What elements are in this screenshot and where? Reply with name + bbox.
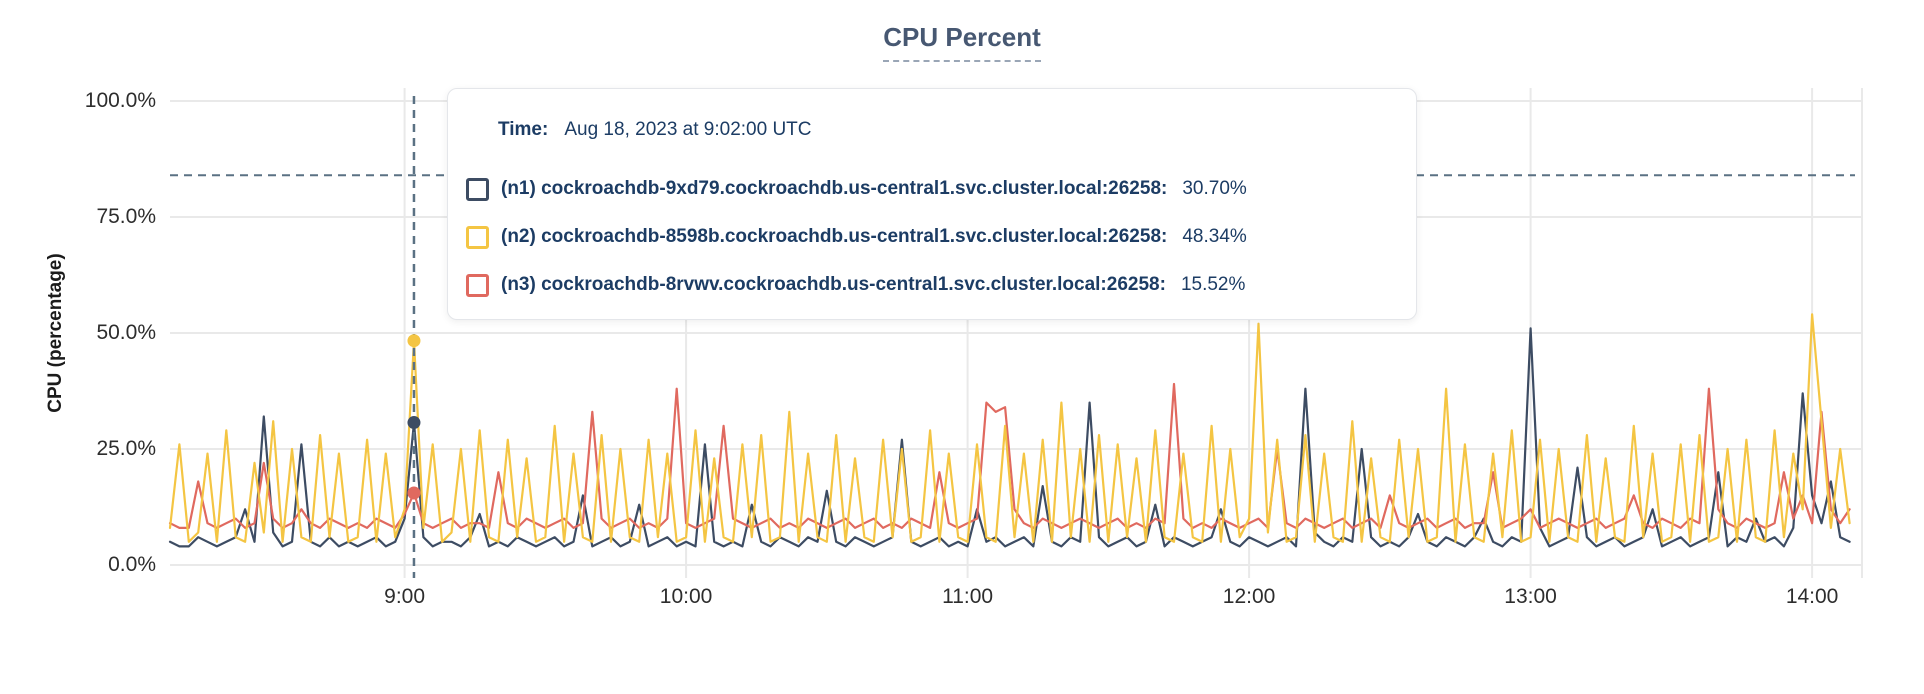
- tooltip-row-n3: (n3) cockroachdb-8rvwv.cockroachdb.us-ce…: [448, 261, 1416, 309]
- tooltip-time-row: Time: Aug 18, 2023 at 9:02:00 UTC: [498, 119, 1416, 141]
- x-tick-label: 12:00: [1222, 585, 1276, 608]
- x-tick-label: 11:00: [942, 585, 994, 608]
- y-tick-label: 75.0%: [96, 205, 156, 228]
- series-line-n2: [168, 313, 1851, 543]
- series-name: (n2) cockroachdb-8598b.cockroachdb.us-ce…: [501, 226, 1168, 247]
- hover-dot-n3: [407, 486, 421, 500]
- series-value: 30.70%: [1182, 178, 1247, 199]
- chart-title[interactable]: CPU Percent: [883, 22, 1041, 62]
- hover-dot-n1: [407, 416, 421, 430]
- chart-header: CPU Percent: [0, 22, 1924, 62]
- tooltip-row-n1: (n1) cockroachdb-9xd79.cockroachdb.us-ce…: [448, 165, 1416, 213]
- chart-tooltip: Time: Aug 18, 2023 at 9:02:00 UTC (n1) co…: [447, 88, 1417, 320]
- y-tick-label: 100.0%: [84, 89, 156, 112]
- series-value: 48.34%: [1182, 226, 1247, 247]
- y-tick-label: 25.0%: [96, 437, 156, 460]
- tooltip-row-n2: (n2) cockroachdb-8598b.cockroachdb.us-ce…: [448, 213, 1416, 261]
- y-tick-label: 50.0%: [96, 321, 156, 344]
- x-tick-label: 9:00: [384, 585, 426, 608]
- x-tick-label: 13:00: [1504, 585, 1557, 608]
- series-swatch-icon: [466, 177, 489, 201]
- series-swatch-icon: [466, 273, 489, 297]
- series-name: (n3) cockroachdb-8rvwv.cockroachdb.us-ce…: [501, 274, 1166, 295]
- series-swatch-icon: [466, 225, 489, 249]
- y-tick-label: 0.0%: [108, 553, 156, 576]
- tooltip-time-value: Aug 18, 2023 at 9:02:00 UTC: [564, 119, 812, 140]
- x-tick-label: 14:00: [1785, 585, 1839, 608]
- x-tick-label: 10:00: [659, 585, 713, 608]
- tooltip-time-label: Time:: [498, 119, 549, 140]
- series-line-n1: [168, 327, 1851, 548]
- series-name: (n1) cockroachdb-9xd79.cockroachdb.us-ce…: [501, 178, 1168, 199]
- series-value: 15.52%: [1180, 274, 1246, 295]
- hover-dot-n2: [407, 334, 421, 348]
- tooltip-series-rows: (n1) cockroachdb-9xd79.cockroachdb.us-ce…: [448, 165, 1416, 309]
- series-line-n3: [168, 382, 1851, 530]
